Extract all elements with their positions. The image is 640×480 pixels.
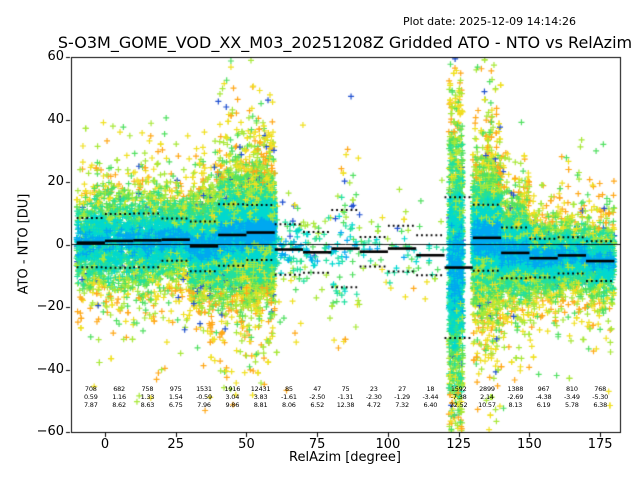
bin-stat-value: 6.38 [593,401,608,409]
bin-stat-value: 2899 [479,385,495,393]
bin-stat-value: 7.96 [197,401,211,409]
bin-stat-value: 6.52 [310,401,325,409]
bin-stat-value: 7.32 [395,401,409,409]
bin-stat-value: 967 [537,385,550,393]
bin-stats-column: 1531 -0.59 7.96 [188,385,220,409]
bin-stat-value: 12431 [250,385,271,393]
bin-stat-value: 758 [141,385,154,393]
y-tick-label: 60 [47,49,64,64]
bin-stat-value: 4.72 [366,401,381,409]
bin-stat-value: -3.49 [563,393,580,401]
bin-stat-value: 1.33 [140,393,155,401]
y-tick-label: −40 [36,361,64,377]
bin-stats-column: 27 -1.29 7.32 [386,385,418,409]
bin-stat-value: 8.63 [140,401,155,409]
bin-stat-value: 1.16 [112,393,126,401]
bin-stat-value: 85 [284,385,293,393]
bin-stats-column: 12431 3.83 8.81 [245,385,277,409]
bin-stat-value: -0.59 [196,393,212,401]
bin-stat-value: 8.81 [253,401,268,409]
bin-stats-column: 85 -1.61 8.06 [273,385,305,409]
bin-stat-value: 22.52 [449,401,468,409]
bin-stat-value: 23 [369,385,378,393]
bin-stat-value: 1916 [224,385,241,393]
bin-stat-value: -7.38 [450,393,467,401]
bin-stats-column: 18 -3.44 6.40 [414,385,446,409]
bin-stats-column: 758 1.33 8.63 [131,385,163,409]
x-tick-label: 150 [517,437,542,452]
bin-stat-value: -5.30 [592,393,609,401]
bin-stats-column: 810 -3.49 5.78 [556,385,588,409]
bin-stats-column: 23 -2.30 4.72 [358,385,390,409]
x-tick-label: 100 [375,437,401,452]
plot-title: S-O3M_GOME_VOD_XX_M03_20251208Z Gridded … [57,33,633,52]
bin-stat-value: 3.83 [253,393,268,401]
bin-stat-value: 6.40 [423,401,438,409]
bin-stats-column: 768 -5.30 6.38 [584,385,616,409]
bin-stats-column: 1592 -7.38 22.52 [443,385,475,409]
bin-stat-value: -2.69 [507,393,524,401]
bin-stat-value: 8.06 [282,401,296,409]
x-tick-label: 25 [167,437,184,452]
bin-stat-value: 27 [398,385,407,393]
bin-stat-value: 975 [169,385,182,393]
plot-date: Plot date: 2025-12-09 14:14:26 [402,15,576,28]
y-tick-label: 0 [55,236,64,252]
y-tick-label: −20 [36,299,64,314]
y-tick-label: 40 [47,111,64,127]
bin-stat-value: 6.19 [536,401,551,409]
bin-stat-value: 708 [84,385,97,393]
bin-stat-value: 6.75 [168,401,183,409]
bin-stat-value: 47 [313,385,322,393]
y-tick-label: 20 [47,174,64,189]
bin-stat-value: 1592 [450,385,467,393]
bin-stat-value: 75 [341,385,350,393]
x-axis-label: RelAzim [degree] [289,450,401,465]
x-tick-label: 75 [308,437,326,452]
bin-stat-value: -3.44 [422,393,439,401]
bin-stat-value: 2.14 [480,393,494,401]
bin-stats-column: 975 1.54 6.75 [160,385,192,409]
x-tick-label: 175 [587,437,613,452]
bin-stat-value: 5.78 [565,401,579,409]
bin-stat-value: 8.62 [112,401,126,409]
bin-stat-value: 768 [594,385,607,393]
bin-stats-column: 75 -1.31 12.38 [330,385,362,409]
bin-stat-value: -4.38 [535,393,552,401]
bin-stat-value: -1.29 [394,393,410,401]
bin-stat-value: 8.13 [508,401,523,409]
bin-stat-value: 10.57 [478,401,496,409]
bin-stat-value: 7.87 [83,401,98,409]
bin-stat-value: 3.04 [225,393,240,401]
bin-stat-value: 682 [113,385,125,393]
bin-stat-value: 810 [565,385,578,393]
bin-stat-value: 18 [426,385,435,393]
bin-stat-value: 1388 [507,385,524,393]
y-tick-label: −60 [36,424,64,439]
bin-stat-value: -2.30 [365,393,382,401]
bin-stat-value: -2.50 [309,393,326,401]
bin-stat-value: 12.38 [336,401,355,409]
bin-stat-value: 9.86 [225,401,240,409]
bin-stat-value: 1.54 [168,393,183,401]
bin-stats-column: 967 -4.38 6.19 [528,385,560,409]
bin-stats-column: 682 1.16 8.62 [103,385,135,409]
x-tick-label: 50 [238,437,255,452]
bin-stats-column: 708 0.59 7.87 [75,385,107,409]
bin-stats-column: 47 -2.50 6.52 [301,385,333,409]
bin-stat-value: -1.61 [280,393,297,401]
bin-stat-value: 0.59 [83,393,98,401]
bin-stats-column: 1916 3.04 9.86 [216,385,248,409]
x-tick-label: 125 [446,437,472,452]
bin-stats-column: 1388 -2.69 8.13 [499,385,531,409]
bin-stat-value: -1.31 [337,393,354,401]
bin-stats-column: 2899 2.14 10.57 [471,385,503,409]
x-tick-label: 0 [100,437,110,452]
bin-stat-value: 1531 [196,385,212,393]
